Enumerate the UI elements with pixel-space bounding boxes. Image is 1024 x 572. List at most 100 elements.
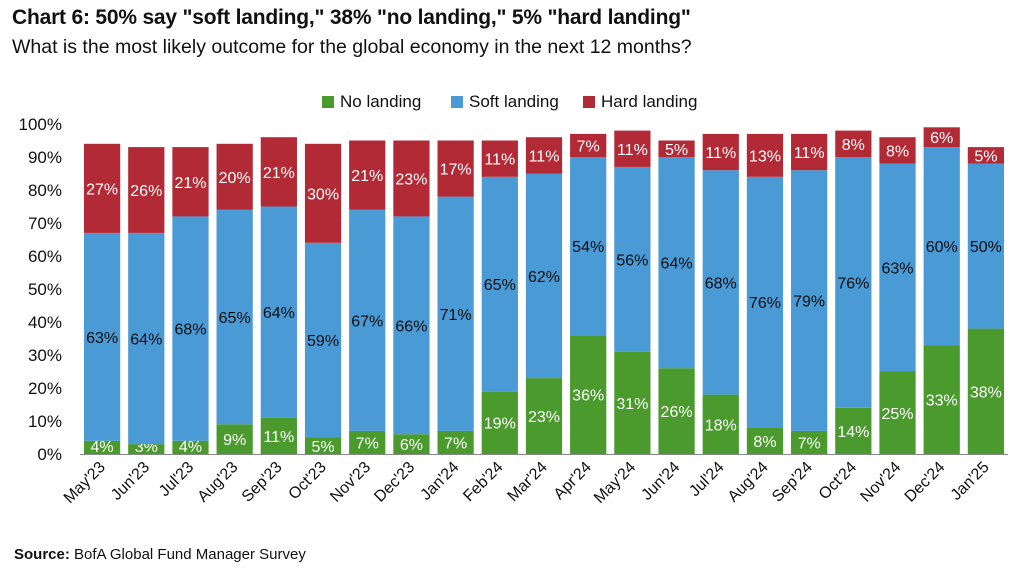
data-label: 31%: [616, 396, 648, 413]
x-tick-label: Feb'24: [460, 459, 506, 505]
data-label: 26%: [130, 183, 162, 200]
bar-segment: [128, 147, 165, 233]
data-label: 66%: [395, 318, 427, 335]
data-label: 36%: [572, 388, 604, 405]
y-tick-label: 90%: [28, 148, 62, 167]
x-tick-label: Sep'23: [239, 459, 286, 506]
data-label: 23%: [528, 409, 560, 426]
data-label: 62%: [528, 269, 560, 286]
data-label: 5%: [311, 439, 334, 456]
data-label: 76%: [749, 295, 781, 312]
x-tick-label: Aug'23: [195, 459, 242, 506]
data-label: 64%: [661, 256, 693, 273]
bar-segment: [83, 232, 121, 441]
bar-segment: [481, 140, 518, 177]
x-tick-label: Sep'24: [769, 459, 816, 506]
data-label: 21%: [263, 165, 295, 182]
data-label: 68%: [174, 322, 206, 339]
bar-segment: [216, 209, 253, 425]
x-tick-label: Jul'23: [156, 459, 197, 500]
data-label: 8%: [753, 434, 776, 451]
data-label: 79%: [793, 294, 825, 311]
data-label: 13%: [749, 148, 781, 165]
bar-segment: [746, 176, 784, 428]
y-tick-label: 100%: [19, 115, 62, 134]
x-tick-label: Oct'24: [816, 459, 860, 503]
bar-segment: [128, 444, 165, 454]
data-label: 7%: [798, 435, 821, 452]
x-tick-label: Jan'24: [417, 459, 462, 504]
bar-segment: [791, 430, 828, 454]
bar-segment: [481, 176, 518, 392]
bar-segment: [791, 170, 828, 431]
bar-segment: [216, 143, 253, 210]
y-tick-label: 50%: [28, 280, 62, 299]
bar-segment: [835, 157, 872, 408]
bar-segment: [260, 137, 297, 207]
legend-label: Hard landing: [601, 92, 697, 111]
bar-segment: [570, 335, 607, 454]
bar-segment: [481, 391, 518, 454]
bar-segment: [879, 163, 916, 372]
bar-segment: [128, 232, 165, 445]
bar-segment: [746, 427, 784, 454]
bar-segment: [172, 440, 209, 454]
y-tick-label: 20%: [28, 379, 62, 398]
bar-segment: [570, 133, 607, 157]
bar-segment: [791, 133, 828, 171]
bar-segment: [923, 127, 960, 148]
bar-segment: [658, 157, 695, 369]
bar-segment: [658, 140, 695, 157]
data-label: 50%: [970, 239, 1002, 256]
data-label: 18%: [705, 417, 737, 434]
data-label: 38%: [970, 384, 1002, 401]
data-label: 63%: [86, 330, 118, 347]
legend-swatch: [583, 96, 595, 108]
data-label: 21%: [174, 175, 206, 192]
bar-segment: [923, 147, 960, 346]
data-label: 11%: [705, 145, 736, 162]
bar-segment: [260, 206, 297, 418]
x-tick-label: Jun'24: [638, 459, 683, 504]
bar-segment: [393, 216, 430, 435]
data-label: 6%: [930, 130, 953, 147]
bar-segment: [349, 209, 386, 431]
data-label: 67%: [351, 313, 383, 330]
bar-segment: [525, 378, 563, 454]
legend-swatch: [451, 96, 463, 108]
data-label: 20%: [219, 170, 251, 187]
data-label: 5%: [665, 142, 688, 159]
y-tick-label: 60%: [28, 247, 62, 266]
data-label: 17%: [440, 162, 472, 179]
bar-segment: [614, 130, 651, 167]
y-tick-label: 10%: [28, 412, 62, 431]
data-label: 6%: [400, 437, 423, 454]
bar-segment: [437, 140, 474, 197]
bar-segment: [83, 143, 121, 233]
data-label: 5%: [974, 148, 997, 165]
data-label: 65%: [484, 277, 516, 294]
bar-segment: [437, 196, 474, 431]
bar-segment: [260, 417, 297, 454]
stacked-bar-chart: 0% 10% 20% 30% 40% 50% 60% 70% 80% 90% 100% 4% 63% 27…: [19, 92, 1008, 507]
x-tick-label: Jan'25: [948, 459, 993, 504]
data-label: 7%: [356, 435, 379, 452]
data-label: 26%: [661, 404, 693, 421]
source-note: Source: BofA Global Fund Manager Survey: [14, 546, 306, 563]
bar-segment: [967, 147, 1005, 164]
source-text: BofA Global Fund Manager Survey: [74, 546, 306, 563]
bar-segment: [393, 434, 430, 454]
x-tick-label: May'24: [591, 459, 639, 507]
x-tick-label: Oct'23: [286, 459, 330, 503]
data-label: 71%: [440, 307, 472, 324]
bar-segment: [83, 440, 121, 454]
bar-segment: [702, 133, 739, 171]
bar-segment: [216, 424, 253, 454]
y-tick-label: 80%: [28, 181, 62, 200]
bar-segment: [304, 242, 342, 438]
bar-segment: [570, 157, 607, 336]
bar-segment: [304, 437, 342, 454]
data-label: 56%: [616, 252, 648, 269]
bar-segment: [172, 216, 209, 441]
bar-segment: [746, 133, 784, 177]
